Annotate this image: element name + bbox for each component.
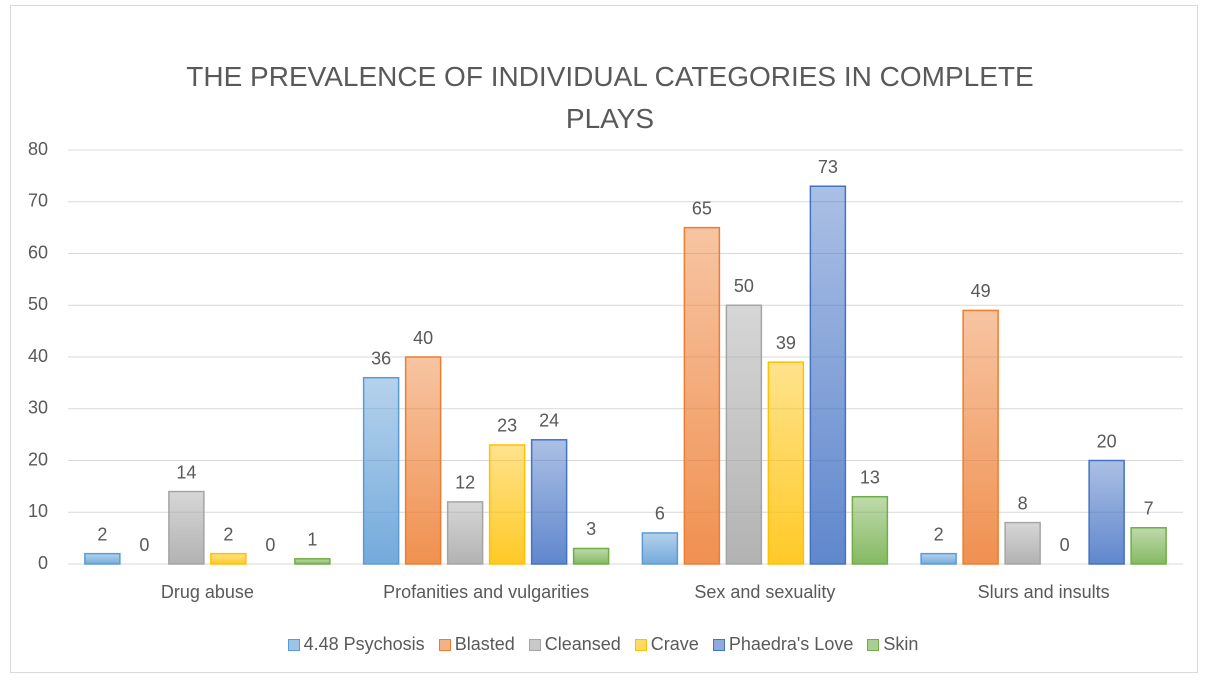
legend-swatch xyxy=(634,638,647,651)
y-tick-label: 10 xyxy=(28,501,48,521)
legend-item: Blasted xyxy=(438,634,515,655)
data-label: 65 xyxy=(692,198,712,218)
bar xyxy=(767,361,805,565)
legend-label: Blasted xyxy=(454,634,515,654)
bar xyxy=(809,185,847,565)
legend-label: Phaedra's Love xyxy=(728,634,854,654)
legend-item: Skin xyxy=(867,634,918,655)
bar xyxy=(446,501,484,565)
y-tick-label: 30 xyxy=(28,398,48,418)
chart-frame xyxy=(10,5,1198,673)
legend-swatch xyxy=(867,638,880,651)
bar xyxy=(488,444,526,565)
x-tick-label: Sex and sexuality xyxy=(694,582,835,602)
data-label: 14 xyxy=(176,462,196,482)
y-tick-label: 0 xyxy=(38,553,48,573)
legend-swatch xyxy=(528,638,541,651)
data-label: 13 xyxy=(860,467,880,487)
bar xyxy=(294,558,331,565)
legend-label: 4.48 Psychosis xyxy=(303,634,425,654)
bar xyxy=(572,547,610,565)
y-tick-label: 60 xyxy=(28,242,48,262)
bar xyxy=(210,552,247,565)
data-label: 40 xyxy=(413,328,433,348)
data-label: 2 xyxy=(223,524,233,544)
bar xyxy=(530,439,568,565)
x-tick-label: Slurs and insults xyxy=(978,582,1110,602)
legend-swatch xyxy=(712,638,725,651)
y-tick-label: 20 xyxy=(28,449,48,469)
bar xyxy=(362,376,400,565)
chart-title: THE PREVALENCE OF INDIVIDUAL CATEGORIES … xyxy=(186,61,1034,134)
data-label: 23 xyxy=(497,416,517,436)
data-label: 39 xyxy=(776,333,796,353)
bar xyxy=(84,552,121,565)
x-tick-label: Drug abuse xyxy=(161,582,254,602)
bar xyxy=(683,226,721,565)
legend-item: Cleansed xyxy=(528,634,621,655)
legend-item: Phaedra's Love xyxy=(712,634,854,655)
bar xyxy=(1130,527,1167,565)
data-label: 6 xyxy=(655,504,665,524)
y-tick-label: 80 xyxy=(28,139,48,159)
data-label: 1 xyxy=(307,530,317,550)
y-tick-label: 40 xyxy=(28,346,48,366)
data-label: 3 xyxy=(586,519,596,539)
data-label: 12 xyxy=(455,473,475,493)
bar xyxy=(168,490,205,565)
bar xyxy=(641,532,679,565)
data-label: 36 xyxy=(371,348,391,368)
data-label: 20 xyxy=(1097,431,1117,451)
x-tick-label: Profanities and vulgarities xyxy=(383,582,589,602)
data-label: 73 xyxy=(818,157,838,177)
legend: 4.48 Psychosis Blasted Cleansed Crave Phaedr… xyxy=(0,634,1206,655)
data-label: 50 xyxy=(734,276,754,296)
legend-label: Cleansed xyxy=(544,634,621,654)
bar xyxy=(404,356,442,565)
legend-label: Skin xyxy=(883,634,919,654)
data-label: 7 xyxy=(1144,499,1154,519)
data-label: 0 xyxy=(139,535,149,555)
bar xyxy=(962,309,999,565)
data-label: 49 xyxy=(971,281,991,301)
data-label: 0 xyxy=(265,535,275,555)
bar xyxy=(920,552,957,565)
data-label: 2 xyxy=(934,524,944,544)
legend-item: Crave xyxy=(634,634,699,655)
legend-swatch xyxy=(287,638,300,651)
data-label: 2 xyxy=(97,524,107,544)
legend-swatch xyxy=(438,638,451,651)
legend-item: 4.48 Psychosis xyxy=(287,634,425,655)
bar xyxy=(851,495,889,565)
legend-label: Crave xyxy=(650,634,699,654)
y-tick-label: 50 xyxy=(28,294,48,314)
bar xyxy=(1004,521,1041,565)
bar xyxy=(725,304,763,565)
bar xyxy=(1088,459,1125,565)
y-tick-label: 70 xyxy=(28,191,48,211)
data-label: 0 xyxy=(1060,535,1070,555)
data-label: 8 xyxy=(1018,493,1028,513)
data-label: 24 xyxy=(539,411,559,431)
